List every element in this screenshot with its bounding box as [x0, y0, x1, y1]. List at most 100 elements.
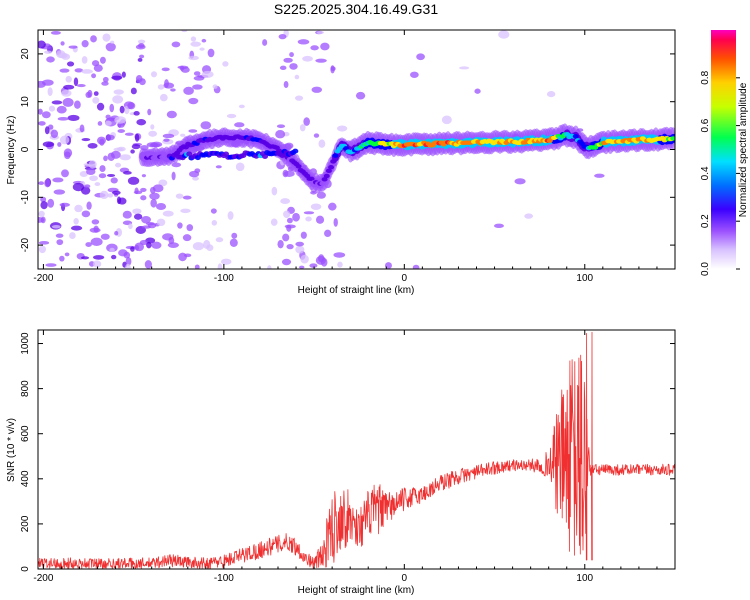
spectrogram-noise-cell: [60, 41, 65, 46]
spectrogram-noise-cell: [119, 154, 131, 161]
spectrogram-y-label: Frequency (Hz): [6, 116, 17, 185]
spectrogram-noise-cell: [162, 210, 174, 217]
spectrogram-noise-cell: [96, 102, 105, 111]
spectrogram-noise-cell: [474, 88, 481, 94]
spectrogram-noise-cell: [215, 237, 224, 243]
spectrogram-noise-cell: [40, 201, 48, 210]
spectrogram-ridge-cell: [670, 136, 675, 141]
spectrogram-noise-cell: [300, 231, 307, 239]
spectrogram-ridge-cell: [279, 153, 286, 159]
spectrogram-noise-cell: [101, 81, 109, 86]
spectrogram-noise-cell: [44, 50, 53, 54]
spectrogram-noise-cell: [215, 165, 222, 169]
colorbar-tick-label: 0.0: [700, 262, 711, 276]
spectrogram-noise-cell: [234, 122, 245, 128]
spectrogram-noise-cell: [130, 246, 135, 252]
spectrogram-noise-cell: [106, 134, 115, 141]
spectrogram-noise-cell: [132, 208, 142, 215]
spectrogram-noise-cell: [85, 242, 92, 248]
spectrogram-noise-cell: [311, 86, 323, 93]
spectrogram-noise-cell: [38, 210, 45, 218]
spectrogram-noise-cell: [190, 41, 201, 47]
spectrogram-ridge-cell: [186, 151, 193, 157]
spectrogram-noise-cell: [97, 121, 103, 126]
spectrogram-y-tick-label: 10: [20, 96, 31, 108]
spectrogram-noise-cell: [163, 138, 170, 142]
spectrogram-noise-cell: [302, 55, 313, 62]
spectrogram-noise-cell: [294, 95, 304, 101]
spectrogram-noise-cell: [313, 133, 320, 138]
spectrogram-noise-cell: [270, 218, 278, 226]
spectrogram-noise-cell: [48, 105, 56, 112]
spectrogram-noise-cell: [320, 42, 330, 51]
spectrogram-noise-cell: [92, 255, 105, 260]
spectrogram-noise-cell: [194, 264, 200, 269]
spectrogram-noise-cell: [229, 238, 238, 247]
spectrogram-noise-cell: [79, 171, 88, 178]
spectrogram-noise-cell: [459, 66, 470, 70]
spectrogram-noise-cell: [303, 211, 315, 215]
spectrogram-noise-cell: [514, 178, 526, 185]
spectrogram-noise-cell: [150, 124, 155, 130]
spectrogram-noise-cell: [336, 125, 348, 132]
spectrogram-x-tick-label: 100: [576, 273, 593, 284]
spectrogram-noise-cell: [182, 234, 192, 242]
spectrogram-noise-cell: [289, 52, 294, 58]
colorbar: 0.0 0.2 0.4 0.6 0.8 Normalized spectral ampl…: [700, 30, 749, 276]
spectrogram-noise-cell: [81, 56, 88, 64]
spectrogram-noise-cell: [289, 63, 298, 70]
spectrogram-noise-cell: [159, 93, 168, 102]
snr-series-line: [38, 331, 675, 569]
spectrogram-noise-cell: [281, 258, 292, 266]
spectrogram-noise-cell: [86, 167, 96, 176]
spectrogram-x-tick-label: 0: [402, 273, 408, 284]
spectrogram-noise-cell: [315, 215, 325, 224]
spectrogram-noise-cell: [69, 232, 76, 239]
spectrogram-noise-cell: [59, 135, 70, 145]
spectrogram-noise-cell: [180, 208, 191, 214]
spectrogram-noise-cell: [226, 113, 237, 119]
spectrogram-noise-cell: [203, 239, 211, 249]
spectrogram-noise-cell: [67, 114, 80, 122]
spectrogram-noise-cell: [38, 245, 47, 254]
spectrogram-noise-cell: [104, 120, 112, 126]
spectrogram-noise-cell: [46, 56, 55, 63]
chart-title: S225.2025.304.16.49.G31: [274, 1, 438, 17]
spectrogram-noise-cell: [64, 252, 70, 257]
spectrogram-noise-cell: [211, 219, 217, 226]
spectrogram-noise-cell: [309, 263, 318, 268]
colorbar-tick-label: 0.4: [700, 166, 711, 180]
spectrogram-noise-cell: [498, 30, 510, 39]
spectrogram-noise-cell: [177, 222, 183, 229]
spectrogram-noise-cell: [207, 48, 215, 58]
spectrogram-noise-cell: [166, 110, 177, 119]
spectrogram-noise-cell: [81, 138, 91, 142]
spectrogram-noise-cell: [66, 61, 75, 67]
spectrogram-noise-cell: [150, 198, 157, 208]
spectrogram-noise-cell: [155, 202, 167, 211]
spectrogram-noise-cell: [149, 192, 160, 200]
spectrogram-noise-cell: [310, 45, 319, 51]
spectrogram-noise-cell: [81, 210, 91, 218]
spectrogram-noise-cell: [106, 173, 116, 177]
spectrogram-noise-cell: [119, 105, 125, 114]
spectrogram-noise-cell: [112, 190, 121, 195]
spectrogram-noise-cell: [200, 121, 212, 130]
spectrogram-noise-cell: [55, 233, 64, 238]
spectrogram-ridge-cell: [308, 176, 315, 182]
spectrogram-noise-cell: [110, 40, 115, 44]
spectrogram-x-ticks: -200 -100 0 100: [33, 30, 676, 284]
spectrogram-noise-cell: [134, 133, 140, 142]
spectrogram-noise-cell: [170, 88, 176, 92]
spectrogram-noise-cell: [61, 169, 69, 178]
spectrogram-noise-cell: [299, 265, 305, 269]
spectrogram-noise-cell: [76, 84, 86, 88]
spectrogram-noise-cell: [277, 240, 284, 249]
spectrogram-noise-cell: [59, 255, 65, 262]
snr-panel: -200 -100 0 100 0 200 400 600 800 1000 Height of…: [6, 329, 676, 596]
spectrogram-noise-cell: [45, 263, 57, 267]
spectrogram-noise-cell: [199, 47, 205, 51]
spectrogram-noise-cell: [150, 71, 157, 78]
spectrogram-noise-cell: [201, 38, 207, 43]
spectrogram-noise-cell: [189, 170, 200, 178]
